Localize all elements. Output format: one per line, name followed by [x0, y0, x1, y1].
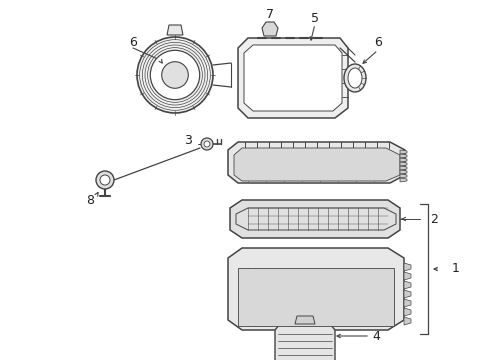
Text: 1: 1 [452, 262, 460, 275]
Polygon shape [275, 324, 335, 360]
Polygon shape [234, 148, 400, 181]
Polygon shape [404, 281, 411, 289]
Circle shape [100, 175, 110, 185]
Text: 4: 4 [372, 329, 380, 342]
Polygon shape [404, 263, 411, 271]
Polygon shape [230, 200, 400, 238]
Ellipse shape [348, 68, 362, 88]
Polygon shape [400, 150, 407, 154]
Polygon shape [400, 166, 407, 170]
Polygon shape [238, 38, 348, 118]
Text: 5: 5 [311, 12, 319, 24]
Polygon shape [400, 158, 407, 162]
Polygon shape [167, 25, 183, 35]
Circle shape [150, 50, 200, 100]
Circle shape [204, 141, 210, 147]
Text: 7: 7 [266, 8, 274, 21]
Polygon shape [404, 290, 411, 298]
Ellipse shape [344, 64, 366, 92]
Polygon shape [238, 268, 394, 326]
Text: 3: 3 [184, 134, 192, 147]
Text: 2: 2 [430, 212, 438, 225]
Polygon shape [262, 22, 278, 36]
Polygon shape [295, 316, 315, 324]
Polygon shape [400, 154, 407, 158]
Circle shape [96, 171, 114, 189]
Polygon shape [400, 174, 407, 178]
Polygon shape [400, 170, 407, 174]
Polygon shape [228, 142, 405, 183]
Text: 8: 8 [86, 194, 94, 207]
Circle shape [201, 138, 213, 150]
Polygon shape [404, 317, 411, 325]
Polygon shape [244, 45, 342, 111]
Polygon shape [400, 162, 407, 166]
Circle shape [162, 62, 188, 88]
Polygon shape [400, 178, 407, 182]
Polygon shape [404, 272, 411, 280]
Circle shape [137, 37, 213, 113]
Polygon shape [404, 299, 411, 307]
Polygon shape [404, 308, 411, 316]
Text: 6: 6 [374, 36, 382, 49]
Text: 6: 6 [129, 36, 137, 49]
Polygon shape [228, 248, 404, 330]
